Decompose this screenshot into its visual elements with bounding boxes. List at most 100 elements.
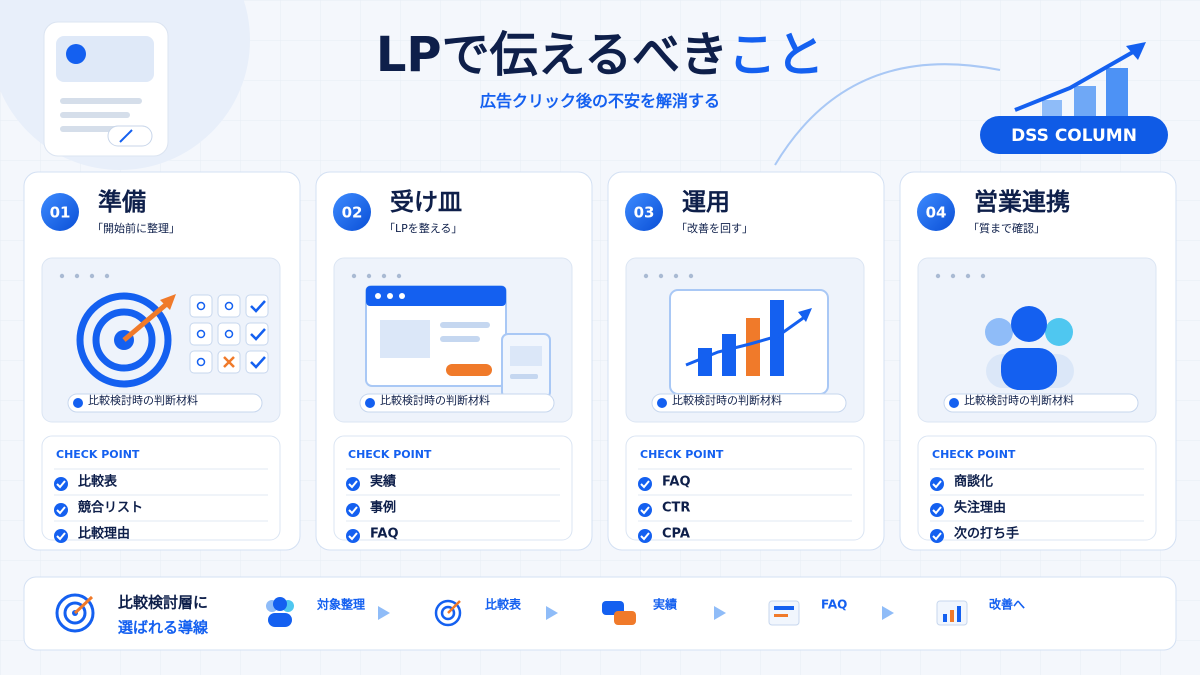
check-icon — [930, 477, 944, 491]
dot — [381, 273, 387, 279]
illustration — [669, 289, 829, 395]
card-title: 運用 — [682, 188, 730, 216]
step-arrow — [378, 606, 390, 620]
illustration-part — [440, 336, 480, 342]
caption-icon — [949, 398, 959, 408]
illustration-part — [189, 294, 213, 318]
caption: 比較検討時の判断材料 — [964, 393, 1074, 407]
illustration-part — [223, 356, 235, 368]
card: 04 営業連携「質まで確認」比較検討時の判断材料 CHECK POINT 商談化失注理… — [899, 171, 1177, 551]
check-title: CHECK POINT — [348, 448, 432, 461]
check-item: 次の打ち手 — [954, 526, 1019, 542]
illustration-part — [957, 606, 961, 622]
steps: 対象整理 比較表 実績 FAQ 改善へ — [266, 597, 1025, 627]
dot — [965, 273, 971, 279]
caption: 比較検討時の判断材料 — [380, 393, 490, 407]
step-label: 改善へ — [989, 597, 1025, 612]
dot — [89, 273, 95, 279]
card-number: 01 — [50, 204, 71, 222]
illustration-part — [366, 286, 506, 306]
check-item: 比較表 — [78, 474, 118, 490]
title-accent: こと — [728, 27, 824, 83]
step-label: 実績 — [653, 597, 678, 612]
card-tagline: 「質まで確認」 — [968, 221, 1045, 235]
illustration-part — [76, 292, 172, 388]
caption-pill — [943, 393, 1139, 413]
step-arrow — [714, 606, 726, 620]
check-title: CHECK POINT — [56, 448, 140, 461]
step-icon — [266, 597, 294, 627]
card-title: 受け皿 — [390, 188, 462, 216]
check-icon — [346, 477, 360, 491]
check-mark — [932, 532, 942, 541]
illustration-part — [943, 614, 947, 622]
step-label: 対象整理 — [316, 597, 365, 612]
subtitle: 広告クリック後の不安を解消する — [480, 92, 720, 111]
title: LPで伝えるべきこと — [376, 27, 824, 83]
illustration-part — [434, 599, 462, 627]
check-mark — [932, 506, 942, 515]
illustration-part — [1001, 348, 1057, 390]
check-title: CHECK POINT — [640, 448, 724, 461]
number-circle — [917, 193, 955, 231]
check-icon — [54, 529, 68, 543]
illustration-part — [196, 301, 206, 311]
dot — [104, 273, 110, 279]
card-tagline: 「改善を回す」 — [676, 221, 753, 235]
illustration-part — [224, 301, 234, 311]
card-title: 営業連携 — [974, 188, 1070, 216]
check-icon — [930, 529, 944, 543]
check-icon — [638, 529, 652, 543]
caption-pill — [67, 393, 263, 413]
dot — [980, 273, 986, 279]
illustration-part — [273, 597, 287, 611]
check-box — [625, 435, 865, 541]
badge-text: DSS COLUMN — [1011, 126, 1137, 146]
illustration-part — [746, 318, 760, 376]
caption-icon — [73, 398, 83, 408]
illustration — [985, 306, 1074, 390]
card-title: 準備 — [98, 188, 146, 216]
step-arrow — [546, 606, 558, 620]
step-label: FAQ — [821, 598, 847, 612]
check-icon — [638, 503, 652, 517]
caption-pill — [359, 393, 555, 413]
check-mark — [348, 480, 358, 489]
check-mark — [932, 480, 942, 489]
illustration-part — [685, 314, 807, 367]
cards: 01 準備「開始前に整理」比較検討時の判断材料 CHECK POINT 比較表競合リス… — [23, 171, 1177, 551]
illustration-part — [774, 606, 794, 610]
dot — [673, 273, 679, 279]
step-arrow — [882, 606, 894, 620]
number-circle — [333, 193, 371, 231]
caption-icon — [657, 398, 667, 408]
illustration-part — [217, 322, 241, 346]
card-number: 02 — [342, 204, 363, 222]
check-mark — [348, 532, 358, 541]
dot — [658, 273, 664, 279]
dot — [351, 273, 357, 279]
card-tagline: 「開始前に整理」 — [92, 221, 180, 235]
illustration-part — [440, 605, 456, 621]
illustration-part — [985, 318, 1013, 346]
illustration-part — [245, 350, 269, 374]
illustration-part — [387, 293, 393, 299]
dot — [396, 273, 402, 279]
illustration-part — [250, 300, 266, 313]
dot — [935, 273, 941, 279]
illustration-part — [92, 308, 156, 372]
illustration-part — [160, 294, 176, 310]
illustration-part — [510, 374, 538, 379]
number-circle — [625, 193, 663, 231]
footer-heading: 選ばれる導線 — [118, 619, 209, 637]
dot — [366, 273, 372, 279]
illustration-part — [768, 600, 800, 626]
check-title: CHECK POINT — [932, 448, 1016, 461]
illustration-part — [268, 613, 292, 627]
illustration-part — [510, 346, 542, 366]
check-icon — [54, 503, 68, 517]
illustration-part — [1045, 318, 1073, 346]
illustration-part — [722, 334, 736, 376]
step-icon — [434, 599, 462, 627]
